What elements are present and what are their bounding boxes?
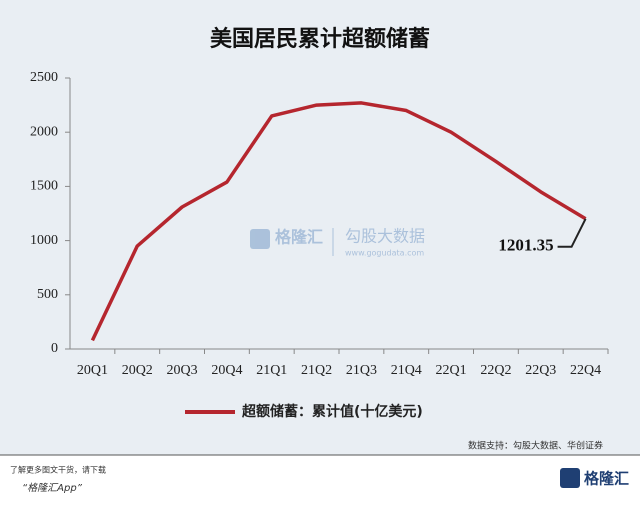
watermark-url: www.gogudata.com bbox=[345, 249, 424, 258]
x-tick-label: 21Q1 bbox=[256, 363, 287, 378]
footer-logo: 格隆汇 bbox=[584, 470, 629, 488]
y-tick-label: 500 bbox=[37, 287, 58, 302]
source: 数据支持：勾股大数据、华创证券 bbox=[468, 440, 603, 452]
line-series bbox=[90, 101, 587, 342]
chart-title: 美国居民累计超额储蓄 bbox=[210, 26, 430, 52]
y-tick-label: 2500 bbox=[30, 70, 58, 85]
x-tick-label: 22Q1 bbox=[436, 363, 467, 378]
footer-logo-icon bbox=[560, 468, 580, 488]
x-tick-label: 21Q4 bbox=[391, 363, 422, 378]
y-tick-label: 1500 bbox=[30, 179, 58, 194]
x-tick-label: 20Q2 bbox=[122, 363, 153, 378]
y-tick-label: 2000 bbox=[30, 124, 58, 139]
footer-app: “格隆汇App” bbox=[22, 482, 83, 494]
x-tick-label: 20Q1 bbox=[77, 363, 108, 378]
value-label: 1201.35 bbox=[498, 236, 553, 255]
annotation-leader bbox=[557, 218, 587, 248]
x-tick-label: 20Q3 bbox=[167, 363, 198, 378]
chart-background bbox=[0, 0, 640, 455]
watermark-brand: 格隆汇 bbox=[275, 228, 323, 247]
legend-label: 超额储蓄：累计值(十亿美元) bbox=[241, 403, 423, 420]
y-tick-label: 0 bbox=[51, 341, 58, 356]
x-tick-label: 22Q2 bbox=[480, 363, 511, 378]
x-tick-label: 20Q4 bbox=[211, 363, 242, 378]
x-tick-label: 22Q3 bbox=[525, 363, 556, 378]
footer-prompt: 了解更多图文干货，请下载 bbox=[10, 465, 106, 475]
watermark-icon bbox=[250, 229, 270, 249]
x-tick-label: 22Q4 bbox=[570, 363, 601, 378]
x-tick-label: 21Q2 bbox=[301, 363, 332, 378]
y-tick-label: 1000 bbox=[30, 233, 58, 248]
watermark: 格隆汇 勾股大数据 www.gogudata.com bbox=[250, 227, 425, 258]
watermark-partner: 勾股大数据 bbox=[345, 227, 425, 246]
x-tick-label: 21Q3 bbox=[346, 363, 377, 378]
